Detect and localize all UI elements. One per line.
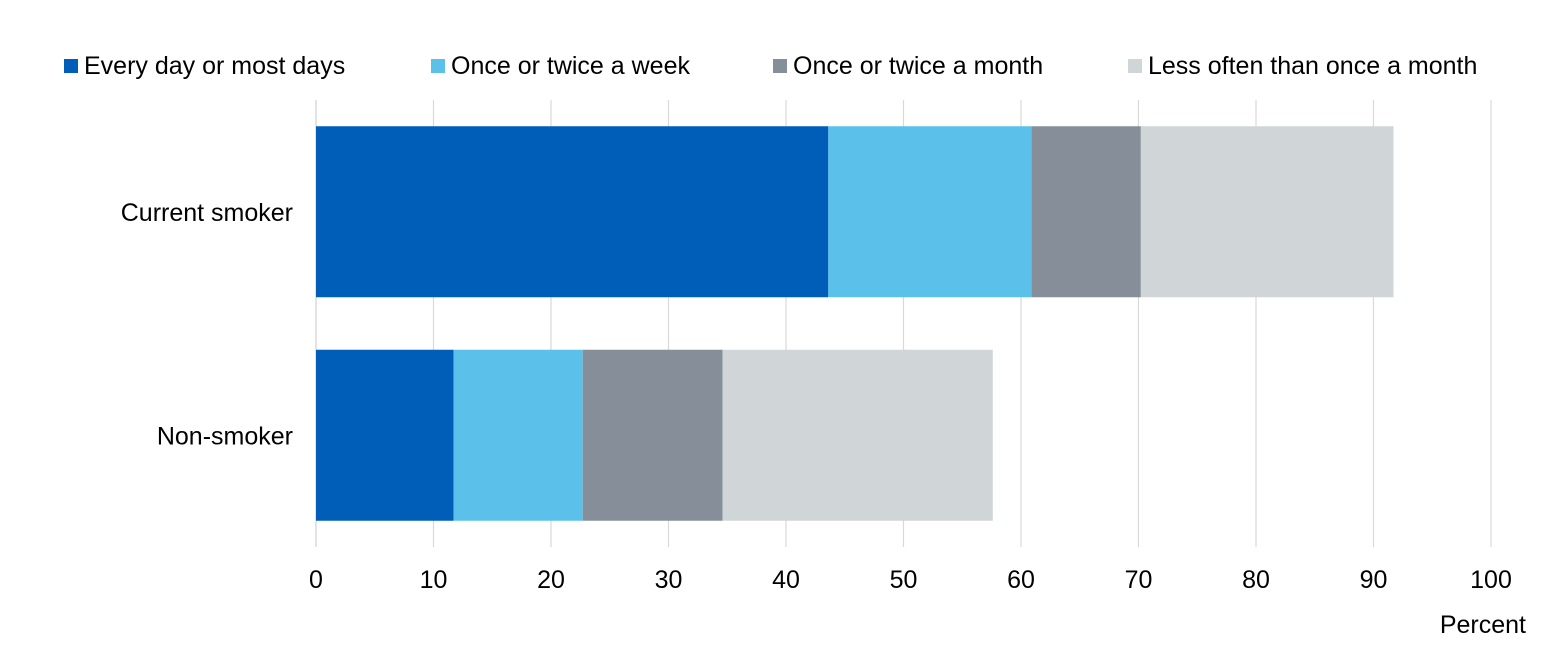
legend-label: Once or twice a month (793, 52, 1043, 80)
y-axis-labels: Current smoker Non-smoker (121, 199, 293, 451)
bar-segment (316, 349, 454, 521)
legend-label: Every day or most days (84, 52, 345, 80)
legend: Every day or most days Once or twice a we… (64, 52, 1477, 80)
x-axis-ticks: 0 10 20 30 40 50 60 70 80 90 100 (309, 566, 1512, 594)
x-tick-label: 50 (890, 566, 918, 594)
bar-segment (828, 126, 1032, 298)
bar-segment (316, 126, 829, 298)
x-axis-title: Percent (1440, 611, 1526, 639)
x-tick-label: 100 (1470, 566, 1512, 594)
bar-segment (453, 349, 583, 521)
legend-label: Once or twice a week (451, 52, 690, 80)
bar-segment (1140, 126, 1394, 298)
x-tick-label: 40 (772, 566, 800, 594)
legend-swatch (64, 59, 78, 73)
bar-segment (722, 349, 993, 521)
legend-swatch (431, 59, 445, 73)
legend-swatch (773, 59, 787, 73)
x-tick-label: 30 (655, 566, 683, 594)
x-tick-label: 80 (1242, 566, 1270, 594)
y-category-label: Current smoker (121, 199, 293, 227)
x-tick-label: 20 (537, 566, 565, 594)
legend-label: Less often than once a month (1148, 52, 1477, 80)
y-category-label: Non-smoker (157, 422, 293, 450)
x-tick-label: 0 (309, 566, 323, 594)
legend-swatch (1128, 59, 1142, 73)
x-tick-label: 70 (1125, 566, 1153, 594)
x-tick-label: 10 (420, 566, 448, 594)
bar-segment (582, 349, 723, 521)
bar-segment (1031, 126, 1141, 298)
x-tick-label: 90 (1360, 566, 1388, 594)
bars (316, 126, 1394, 521)
x-tick-label: 60 (1007, 566, 1035, 594)
